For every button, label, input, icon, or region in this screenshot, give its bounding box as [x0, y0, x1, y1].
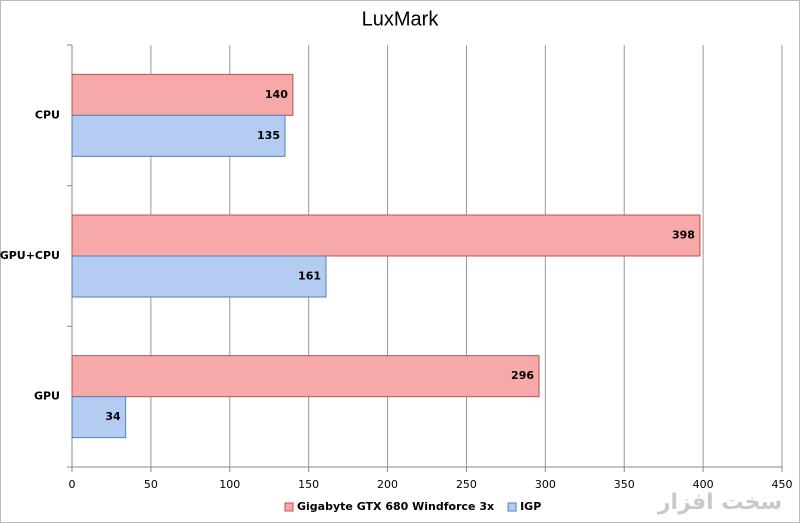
x-tick-label: 200	[377, 478, 398, 491]
bar	[71, 355, 540, 398]
bar	[71, 73, 294, 116]
legend-label: IGP	[520, 500, 541, 513]
legend-label: Gigabyte GTX 680 Windforce 3x	[297, 500, 494, 513]
x-tick-label: 400	[693, 478, 714, 491]
data-label: 398	[672, 229, 695, 242]
bar	[71, 255, 327, 298]
y-tick-label: GPU+CPU	[0, 249, 60, 262]
chart-title: LuxMark	[362, 8, 440, 30]
x-tick-label: 250	[456, 478, 477, 491]
bar	[71, 214, 701, 257]
bar	[71, 114, 286, 157]
x-tick-label: 100	[219, 478, 240, 491]
y-tick-label: CPU	[35, 108, 60, 121]
legend-swatch	[284, 502, 294, 512]
data-label: 296	[511, 369, 534, 382]
y-tick-label: GPU	[34, 390, 60, 403]
watermark: سخت افزار	[657, 490, 782, 515]
bar	[71, 396, 127, 439]
data-label: 34	[105, 410, 121, 423]
data-label: 161	[298, 270, 321, 283]
x-tick-label: 50	[144, 478, 158, 491]
x-tick-label: 150	[298, 478, 319, 491]
data-label: 140	[265, 88, 288, 101]
data-label: 135	[257, 129, 280, 142]
x-tick-label: 0	[69, 478, 76, 491]
legend-swatch	[507, 502, 517, 512]
x-tick-label: 300	[535, 478, 556, 491]
x-tick-label: 450	[772, 478, 793, 491]
x-tick-label: 350	[614, 478, 635, 491]
